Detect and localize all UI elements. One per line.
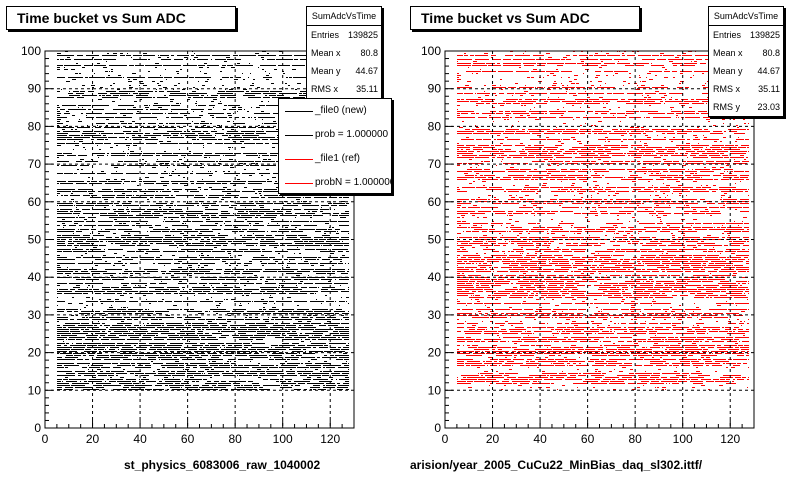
stats-value: 44.67 bbox=[355, 66, 378, 76]
stats-value: 139825 bbox=[347, 30, 378, 40]
right-stats-row: RMS x 35.11 bbox=[709, 80, 783, 98]
right-plot: 0 20 40 60 80 100 120 0 10 20 30 40 50 60 70 80 90 100 bbox=[421, 44, 755, 446]
legend: _file0 (new) prob = 1.000000 _file1 (ref… bbox=[278, 98, 392, 194]
y-tick-label: 50 bbox=[428, 233, 442, 247]
stats-value: 35.11 bbox=[356, 84, 378, 94]
y-tick-label: 0 bbox=[34, 421, 41, 435]
right-stats-row: Mean x 80.8 bbox=[709, 44, 783, 62]
y-tick-label: 40 bbox=[28, 270, 42, 284]
legend-swatch bbox=[285, 183, 313, 184]
right-title-text: Time bucket vs Sum ADC bbox=[421, 10, 590, 26]
x-tick-label: 80 bbox=[228, 432, 242, 446]
legend-entry: prob = 1.000000 bbox=[279, 123, 391, 147]
legend-swatch bbox=[285, 135, 313, 136]
y-tick-label: 100 bbox=[421, 44, 441, 58]
left-stats-row: Mean y 44.67 bbox=[307, 62, 381, 80]
y-tick-label: 30 bbox=[28, 308, 42, 322]
stats-label: Mean y bbox=[311, 66, 341, 76]
y-tick-label: 90 bbox=[28, 82, 42, 96]
x-tick-label: 120 bbox=[320, 432, 340, 446]
right-stats-row: RMS y 23.03 bbox=[709, 98, 783, 116]
legend-swatch bbox=[285, 111, 313, 112]
stats-value: 35.11 bbox=[758, 84, 780, 94]
x-tick-label: 0 bbox=[42, 432, 49, 446]
stats-value: 80.8 bbox=[360, 48, 378, 58]
stats-value: 80.8 bbox=[762, 48, 780, 58]
left-stats-title: SumAdcVsTime bbox=[307, 7, 381, 26]
right-stats-title: SumAdcVsTime bbox=[709, 7, 783, 26]
legend-swatch bbox=[285, 159, 313, 160]
x-tick-label: 100 bbox=[273, 432, 293, 446]
x-tick-label: 40 bbox=[133, 432, 147, 446]
stats-label: Entries bbox=[311, 30, 340, 40]
stats-label: Mean y bbox=[713, 66, 743, 76]
stats-label: RMS x bbox=[713, 84, 740, 94]
y-tick-label: 70 bbox=[428, 157, 442, 171]
legend-text: probN = 1.000000 bbox=[315, 177, 392, 188]
axes: 0 20 40 60 80 100 120 0 10 20 30 40 50 60 70 80 90 100 bbox=[21, 44, 355, 446]
legend-text: _file1 (ref) bbox=[315, 153, 361, 164]
left-file-label: st_physics_6083006_raw_1040002 bbox=[124, 458, 321, 472]
y-tick-label: 80 bbox=[28, 119, 42, 133]
right-stats-row: Mean y 44.67 bbox=[709, 62, 783, 80]
x-tick-label: 100 bbox=[673, 432, 693, 446]
left-title-text: Time bucket vs Sum ADC bbox=[17, 10, 186, 26]
legend-entry: probN = 1.000000 bbox=[279, 171, 392, 193]
y-tick-label: 30 bbox=[428, 308, 442, 322]
stats-value: 44.67 bbox=[757, 66, 780, 76]
stats-value: 139825 bbox=[749, 30, 780, 40]
legend-text: prob = 1.000000 bbox=[315, 129, 389, 140]
x-tick-label: 0 bbox=[442, 432, 449, 446]
y-tick-label: 10 bbox=[428, 383, 442, 397]
left-stats-row: RMS x 35.11 bbox=[307, 80, 381, 98]
right-stats-box: SumAdcVsTime Entries 139825 Mean x 80.8 Me… bbox=[708, 6, 784, 117]
stats-label: RMS x bbox=[311, 84, 338, 94]
left-title: Time bucket vs Sum ADC bbox=[6, 6, 236, 30]
x-tick-label: 60 bbox=[181, 432, 195, 446]
y-tick-label: 100 bbox=[21, 44, 41, 58]
stats-label: RMS y bbox=[713, 102, 740, 112]
y-tick-label: 20 bbox=[28, 346, 42, 360]
y-tick-label: 70 bbox=[28, 157, 42, 171]
y-tick-label: 60 bbox=[28, 195, 42, 209]
x-tick-label: 60 bbox=[581, 432, 595, 446]
left-stats-row: Mean x 80.8 bbox=[307, 44, 381, 62]
legend-entry: _file0 (new) bbox=[279, 99, 391, 123]
legend-entry: _file1 (ref) bbox=[279, 147, 391, 171]
x-tick-label: 120 bbox=[720, 432, 740, 446]
right-title: Time bucket vs Sum ADC bbox=[410, 6, 640, 30]
x-tick-label: 80 bbox=[628, 432, 642, 446]
stats-label: Mean x bbox=[311, 48, 341, 58]
y-tick-label: 60 bbox=[428, 195, 442, 209]
stats-label: Entries bbox=[713, 30, 742, 40]
y-tick-label: 50 bbox=[28, 233, 42, 247]
x-tick-label: 20 bbox=[86, 432, 100, 446]
right-file-label: arision/year_2005_CuCu22_MinBias_daq_sl3… bbox=[410, 458, 703, 472]
y-tick-label: 10 bbox=[28, 383, 42, 397]
right-stats-row: Entries 139825 bbox=[709, 26, 783, 44]
axes: 0 20 40 60 80 100 120 0 10 20 30 40 50 60 70 80 90 100 bbox=[421, 44, 755, 446]
legend-text: _file0 (new) bbox=[315, 105, 367, 116]
left-stats-box: SumAdcVsTime Entries 139825 Mean x 80.8 Me… bbox=[306, 6, 382, 99]
left-stats-row: Entries 139825 bbox=[307, 26, 381, 44]
y-tick-label: 40 bbox=[428, 270, 442, 284]
y-tick-label: 0 bbox=[434, 421, 441, 435]
y-tick-label: 90 bbox=[428, 82, 442, 96]
x-tick-label: 40 bbox=[533, 432, 547, 446]
stats-value: 23.03 bbox=[757, 102, 780, 112]
stats-label: Mean x bbox=[713, 48, 743, 58]
y-tick-label: 20 bbox=[428, 346, 442, 360]
y-tick-label: 80 bbox=[428, 119, 442, 133]
x-tick-label: 20 bbox=[486, 432, 500, 446]
